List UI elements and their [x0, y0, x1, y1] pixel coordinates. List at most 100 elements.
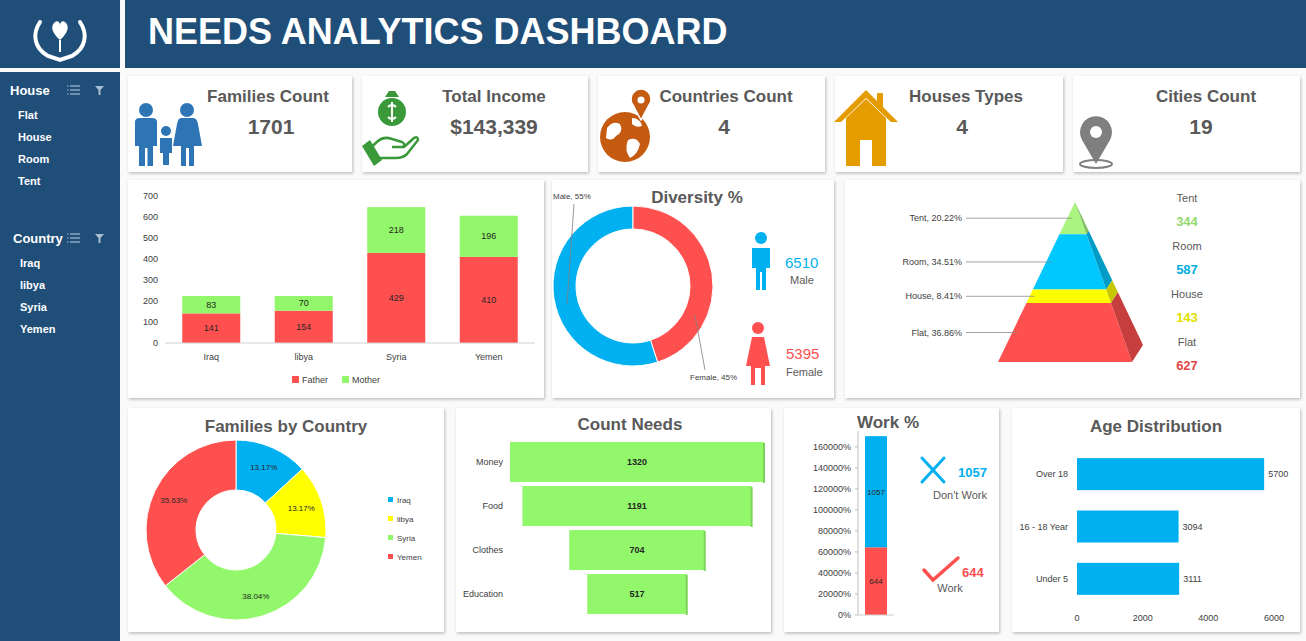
legend-label: Father	[302, 375, 328, 385]
slicer-item[interactable]: House	[18, 131, 52, 143]
dashboard-title: NEEDS ANALYTICS DASHBOARD	[148, 11, 727, 52]
funnel-bar	[522, 486, 751, 526]
panel	[456, 408, 771, 632]
category-label: Under 5	[1036, 574, 1068, 584]
data-label: Female, 45%	[690, 373, 737, 382]
tick-label: 160000%	[813, 442, 851, 452]
slicer-item[interactable]: Syria	[20, 301, 48, 313]
funnel-bar-edge	[751, 487, 753, 527]
kpi-icon	[135, 118, 157, 166]
bar	[1077, 511, 1179, 543]
slicer-icon	[67, 241, 69, 242]
leader-line	[966, 332, 1017, 333]
kpi-icon	[378, 98, 406, 126]
legend-label: Mother	[352, 375, 380, 385]
legend-label: Room	[1172, 240, 1201, 252]
panel	[128, 76, 352, 172]
legend-label: Don't Work	[933, 489, 987, 501]
slicer-title: Country	[13, 231, 64, 246]
category-label: Clothes	[472, 545, 503, 555]
slicer-icon	[70, 89, 80, 90]
bar	[367, 207, 425, 253]
slicer-item[interactable]: Iraq	[20, 257, 40, 269]
legend-swatch	[388, 554, 393, 559]
chart-title: Age Distribution	[1090, 417, 1222, 436]
slicer-icon	[67, 237, 69, 238]
bar	[275, 311, 333, 343]
kpi-label: Total Income	[442, 87, 546, 106]
data-label: 5700	[1268, 469, 1288, 479]
kpi-icon	[631, 89, 651, 120]
slicer-item[interactable]: Flat	[18, 109, 38, 121]
slicer-item[interactable]: Room	[18, 153, 49, 165]
funnel-bar-edge	[704, 531, 706, 571]
plot-area	[865, 436, 887, 615]
kpi-icon	[877, 93, 883, 107]
legend-value: 1057	[958, 465, 987, 480]
tick-label: 4000	[1198, 613, 1218, 623]
kpi-icon	[160, 138, 172, 165]
legend-swatch	[388, 497, 393, 502]
chart-title: Families by Country	[205, 417, 368, 436]
category-label: libya	[294, 352, 313, 362]
category-label: Syria	[386, 352, 407, 362]
tick-label: 100	[143, 317, 158, 327]
slicer-icon	[70, 241, 80, 242]
count-value: 5395	[786, 345, 819, 362]
data-label: 154	[296, 322, 311, 332]
slicer-icon	[70, 85, 80, 86]
data-label: 704	[629, 545, 644, 555]
slice	[633, 206, 713, 362]
slicer-item[interactable]: Yemen	[20, 323, 56, 335]
clear-filter-icon[interactable]	[95, 86, 104, 95]
kpi-icon	[606, 118, 642, 158]
slicer-item[interactable]: libya	[20, 279, 46, 291]
legend-label: Work	[937, 582, 963, 594]
count-value: 143	[1176, 310, 1198, 325]
slicer-item[interactable]: Tent	[18, 175, 41, 187]
tick-label: 100000%	[813, 505, 851, 515]
kpi-icon	[362, 140, 382, 166]
data-label: 644	[869, 577, 883, 586]
pyramid-layer	[998, 303, 1132, 362]
legend-swatch	[342, 376, 349, 383]
kpi-icon	[1080, 116, 1112, 164]
tick-label: 6000	[1264, 613, 1284, 623]
slicer-icon	[67, 93, 69, 94]
kpi-icon	[860, 140, 872, 166]
legend-icon	[922, 458, 944, 482]
clear-filter-icon[interactable]	[95, 234, 104, 243]
slicer-icon	[67, 85, 69, 86]
data-label: Room, 34.51%	[902, 257, 962, 267]
kpi-value: 4	[718, 115, 730, 138]
leader-line	[966, 261, 1051, 262]
leader-line	[966, 296, 1035, 297]
data-label: Male, 55%	[553, 192, 591, 201]
kpi-icon	[1090, 126, 1102, 138]
kpi-icon	[846, 99, 886, 166]
kpi-icon	[180, 103, 194, 117]
count-value: 587	[1176, 262, 1198, 277]
kpi-icon	[388, 102, 396, 122]
header-bar	[125, 0, 1306, 68]
data-label: House, 8.41%	[905, 291, 962, 301]
tick-label: 20000%	[818, 589, 851, 599]
legend-label: Syria	[397, 534, 416, 543]
kpi-value: 4	[956, 115, 968, 138]
legend-label: Flat	[1178, 336, 1196, 348]
axis-line	[165, 343, 535, 344]
person-icon	[752, 322, 764, 334]
category-label: Money	[476, 457, 504, 467]
category-label: 16 - 18 Year	[1019, 522, 1068, 532]
panel	[784, 408, 999, 632]
count-label: Male	[790, 274, 814, 286]
bar	[460, 216, 518, 257]
panel	[362, 76, 588, 172]
data-label: 1320	[627, 457, 647, 467]
tick-label: 2000	[1133, 613, 1153, 623]
tick-label: 700	[143, 191, 158, 201]
category-label: Education	[463, 589, 503, 599]
tick-label: 300	[143, 275, 158, 285]
legend-label: libya	[397, 515, 414, 524]
tick-label: 400	[143, 254, 158, 264]
